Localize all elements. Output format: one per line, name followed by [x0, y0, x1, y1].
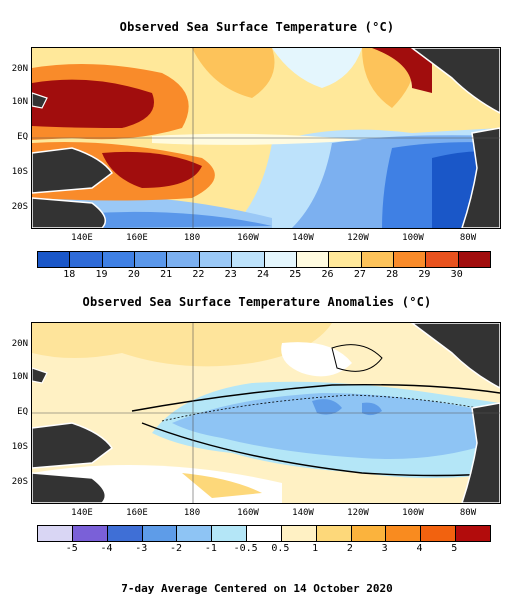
- sst-colorbar-label: 28: [386, 269, 399, 280]
- sst-colorbar-label: 18: [63, 269, 76, 280]
- anomaly-map: [31, 322, 501, 504]
- sst-colorbar: [37, 251, 491, 268]
- anomaly-colorbar-label: -4: [100, 543, 113, 554]
- sst-lat-label: 10N: [11, 97, 28, 107]
- anomaly-colorbar-label: 4: [416, 543, 423, 554]
- anomaly-colorbar-label: 0.5: [271, 543, 290, 554]
- sst-lat-label: 20S: [11, 202, 28, 212]
- anomaly-lon-label: 140E: [71, 508, 93, 518]
- anomaly-colorbar-cell: [72, 526, 108, 541]
- sst-colorbar-cell: [232, 252, 265, 267]
- sst-lat-label: EQ: [17, 132, 28, 142]
- anomaly-lon-label: 160W: [237, 508, 259, 518]
- anomaly-colorbar-cell: [316, 526, 352, 541]
- anomaly-colorbar-cell: [421, 526, 457, 541]
- sst-colorbar-label: 19: [95, 269, 108, 280]
- sst-colorbar-label: 24: [256, 269, 270, 280]
- sst-lon-label: 100W: [402, 233, 424, 243]
- anomaly-colorbar-cell: [107, 526, 143, 541]
- sst-lon-label: 80W: [459, 233, 477, 243]
- anomaly-map-graphic: [32, 323, 500, 503]
- anomaly-colorbar-label: 3: [381, 543, 388, 554]
- footer-caption: 7-day Average Centered on 14 October 202…: [121, 582, 393, 595]
- sst-colorbar-cell: [361, 252, 394, 267]
- sst-colorbar-cell: [426, 252, 459, 267]
- sst-colorbar-cell: [135, 252, 168, 267]
- anomaly-colorbar-label: -0.5: [233, 543, 258, 554]
- sst-lon-label: 180: [183, 233, 201, 243]
- anomaly-lon-label: 120W: [347, 508, 369, 518]
- sst-colorbar-cell: [199, 252, 233, 267]
- sst-map: [31, 47, 501, 229]
- sst-lat-label: 10S: [11, 167, 28, 177]
- sst-colorbar-label: 20: [127, 269, 140, 280]
- anomaly-colorbar-label: -3: [135, 543, 148, 554]
- anomaly-lon-label: 100W: [402, 508, 424, 518]
- anomaly-colorbar-label: 2: [346, 543, 353, 554]
- sst-colorbar-label: 30: [450, 269, 463, 280]
- anomaly-title: Observed Sea Surface Temperature Anomali…: [82, 295, 432, 309]
- sst-colorbar-label: 25: [289, 269, 302, 280]
- sst-colorbar-cell: [102, 252, 136, 267]
- anomaly-lat-label: 10N: [11, 372, 28, 382]
- anomaly-colorbar-cell: [247, 526, 282, 541]
- sst-colorbar-cell: [296, 252, 330, 267]
- sst-colorbar-cell: [167, 252, 200, 267]
- anomaly-colorbar-cell: [281, 526, 317, 541]
- sst-colorbar-label: 22: [192, 269, 205, 280]
- anomaly-colorbar-cell: [351, 526, 387, 541]
- anomaly-lon-label: 140W: [292, 508, 314, 518]
- sst-colorbar-label: 21: [160, 269, 173, 280]
- anomaly-colorbar-cell: [177, 526, 213, 541]
- anomaly-colorbar-cell: [142, 526, 178, 541]
- anomaly-lat-label: 20S: [11, 477, 28, 487]
- sst-colorbar-cell: [264, 252, 297, 267]
- anomaly-colorbar-label: -2: [170, 543, 183, 554]
- anomaly-colorbar-cell: [212, 526, 248, 541]
- sst-map-graphic: [32, 48, 500, 228]
- anomaly-lat-label: EQ: [17, 407, 28, 417]
- anomaly-colorbar-label: 5: [451, 543, 458, 554]
- sst-colorbar-label: 29: [418, 269, 431, 280]
- sst-colorbar-cell: [458, 252, 491, 267]
- anomaly-colorbar-cell: [38, 526, 73, 541]
- sst-colorbar-cell: [393, 252, 427, 267]
- anomaly-lon-label: 180: [183, 508, 201, 518]
- anomaly-lon-label: 160E: [126, 508, 148, 518]
- anomaly-lat-label: 20N: [11, 339, 28, 349]
- anomaly-lat-label: 10S: [11, 442, 28, 452]
- anomaly-lon-label: 80W: [459, 508, 477, 518]
- sst-colorbar-cell: [38, 252, 71, 267]
- sst-lon-label: 160W: [237, 233, 259, 243]
- sst-colorbar-cell: [70, 252, 103, 267]
- sst-lat-label: 20N: [11, 64, 28, 74]
- sst-lon-label: 120W: [347, 233, 369, 243]
- sst-lon-label: 160E: [126, 233, 148, 243]
- anomaly-colorbar-cell: [386, 526, 422, 541]
- anomaly-colorbar-label: 1: [312, 543, 319, 554]
- sst-colorbar-label: 26: [321, 269, 334, 280]
- sst-lon-label: 140W: [292, 233, 314, 243]
- anomaly-colorbar-label: -1: [204, 543, 217, 554]
- sst-lon-label: 140E: [71, 233, 93, 243]
- anomaly-colorbar-label: -5: [65, 543, 78, 554]
- anomaly-colorbar-cell: [456, 526, 490, 541]
- sst-colorbar-cell: [329, 252, 362, 267]
- sst-colorbar-label: 27: [353, 269, 366, 280]
- sst-colorbar-label: 23: [224, 269, 237, 280]
- sst-title: Observed Sea Surface Temperature (°C): [119, 20, 395, 34]
- anomaly-colorbar: [37, 525, 491, 542]
